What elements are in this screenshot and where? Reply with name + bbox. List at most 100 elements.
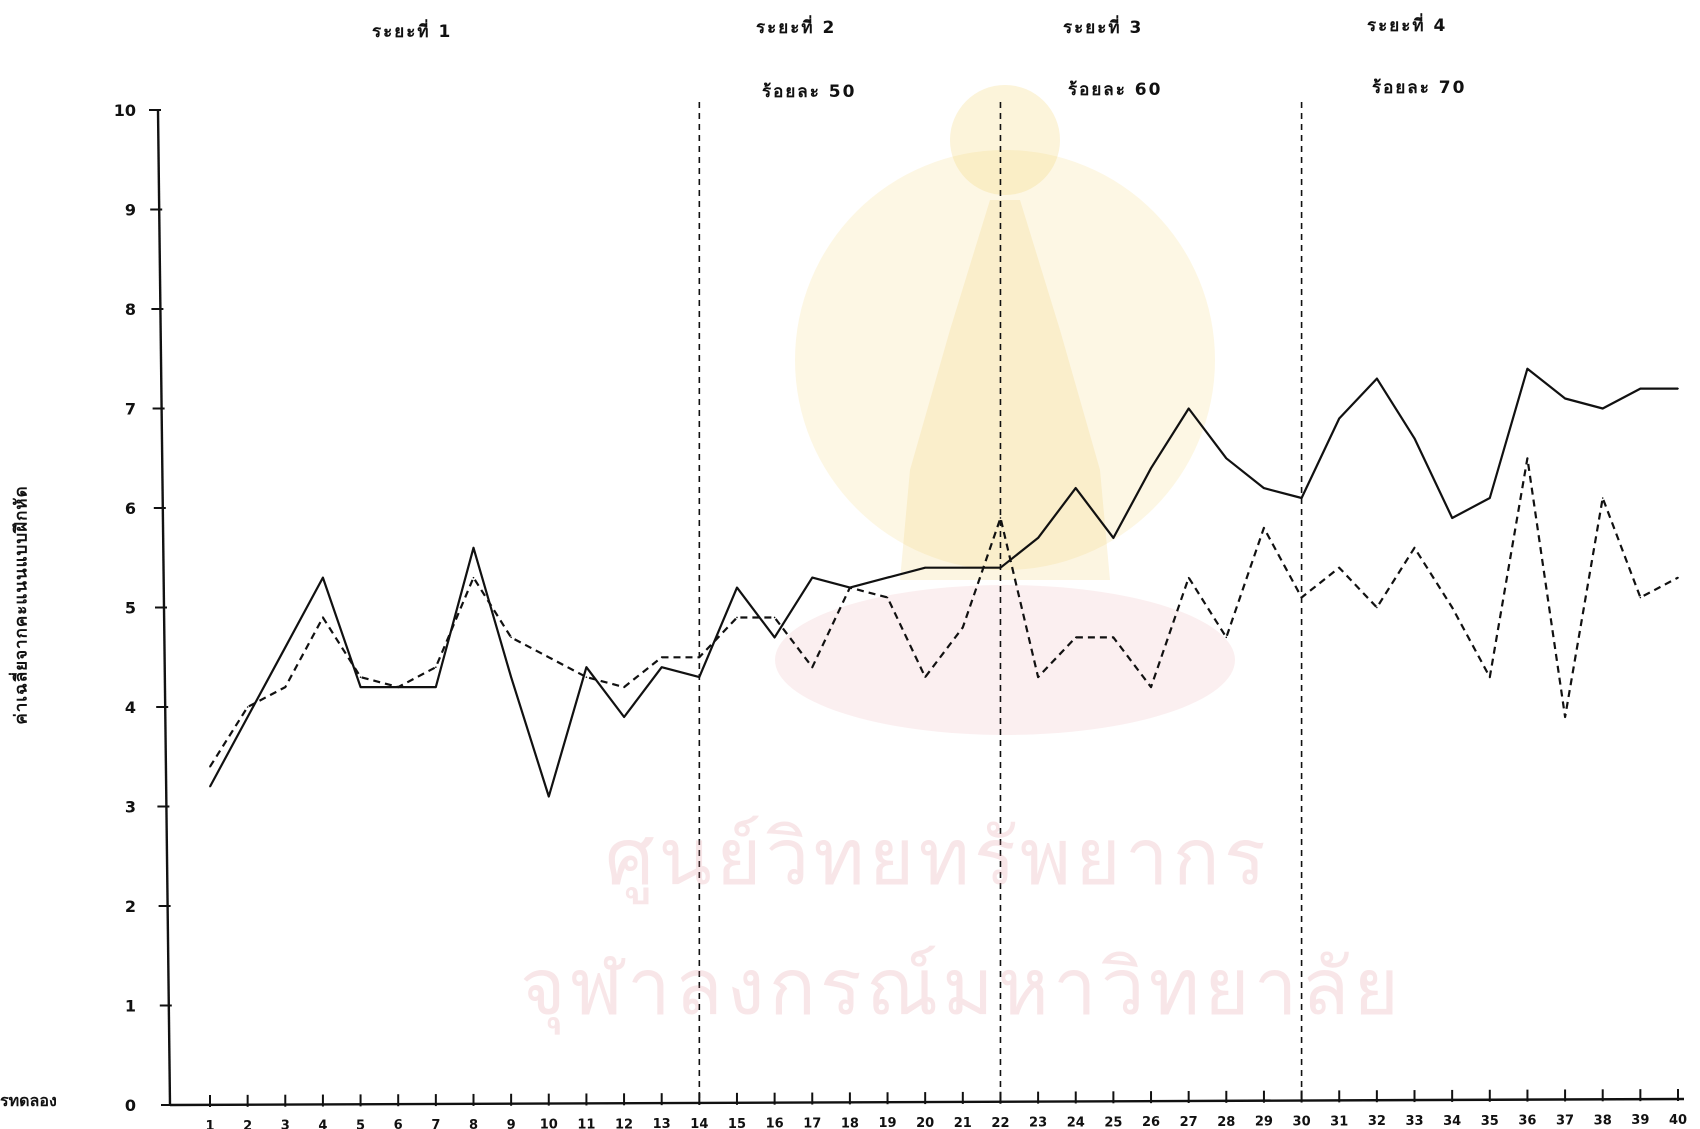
y-tick-label: 6 (125, 499, 136, 518)
watermark-text-line2: จุฬาลงกรณ์มหาวิทยาลัย (520, 943, 1404, 1033)
dashed-series-point (472, 576, 475, 579)
dashed-series-point (510, 636, 512, 639)
solid-series-point (623, 716, 625, 718)
solid-series-point (1187, 407, 1190, 410)
y-tick-label: 3 (125, 798, 136, 817)
solid-series-point (209, 785, 211, 788)
dashed-series-point (1263, 527, 1265, 529)
solid-series-point (510, 676, 512, 678)
x-tick-label: 20 (916, 1116, 934, 1129)
x-tick-label: 40 (1669, 1113, 1687, 1128)
x-tick-label: 30 (1293, 1115, 1311, 1129)
solid-series-point (1526, 367, 1529, 370)
dashed-series-point (1677, 576, 1679, 579)
solid-series-point (1263, 487, 1265, 489)
solid-series-point (999, 566, 1002, 569)
dashed-series-point (1187, 576, 1190, 579)
x-tick-label: 33 (1405, 1114, 1423, 1129)
y-axis-label: ค่าเฉลี่ยจากคะแนนแบบฝึกหัด (11, 485, 32, 725)
dashed-series-point (397, 686, 400, 688)
x-tick-label: 7 (431, 1118, 440, 1129)
dashed-series-line (209, 457, 1679, 768)
x-tick-label: 14 (690, 1117, 708, 1129)
y-tick-label: 8 (125, 300, 136, 319)
x-tick-label: 1 (205, 1119, 214, 1129)
x-tick-label: 37 (1556, 1113, 1574, 1128)
solid-series-point (1488, 497, 1491, 499)
phase-2-subtitle: ร้อยละ 50 (762, 82, 857, 102)
x-tick-label: 21 (954, 1116, 972, 1129)
watermark-emblem (775, 85, 1235, 735)
solid-series-point (435, 686, 437, 688)
solid-series-point (698, 676, 701, 678)
solid-series-point (1300, 497, 1303, 499)
x-tick-label: 23 (1029, 1116, 1047, 1129)
solid-series-point (1639, 387, 1642, 390)
solid-series-point (585, 666, 588, 668)
solid-series-point (322, 576, 324, 579)
phase-2-title: ระยะที่ 2 (756, 18, 837, 38)
dashed-series-point (849, 586, 851, 589)
x-tick-label: 34 (1443, 1114, 1461, 1129)
dashed-series-point (886, 596, 889, 599)
solid-series-point (1376, 377, 1378, 380)
solid-series-point (924, 566, 926, 569)
solid-series-point (1413, 437, 1416, 440)
phase-divider-lines (698, 102, 1303, 1101)
solid-series-point (547, 795, 550, 798)
dashed-series-point (1112, 636, 1115, 639)
solid-series-point (284, 646, 287, 649)
x-tick-label: 31 (1330, 1114, 1348, 1129)
dashed-series-point (322, 616, 324, 619)
solid-series-point (246, 716, 249, 718)
solid-series-point (1112, 537, 1115, 539)
dashed-series-point (1338, 566, 1341, 569)
phase-1-title: ระยะที่ 1 (372, 22, 453, 42)
solid-series-point (1451, 517, 1453, 519)
solid-series-point (1338, 417, 1341, 420)
x-tick-label: 35 (1481, 1114, 1499, 1129)
solid-series-line (209, 367, 1678, 798)
dashed-series-point (773, 616, 776, 619)
x-tick-label: 15 (728, 1117, 746, 1129)
x-tick-label: 5 (356, 1118, 365, 1129)
y-tick-label: 7 (125, 400, 136, 419)
dashed-series-point (359, 676, 362, 678)
dashed-series-point (585, 676, 588, 678)
x-tick-label: 3 (281, 1119, 290, 1129)
x-tick-label: 27 (1180, 1115, 1198, 1129)
dashed-series-point (1488, 676, 1491, 678)
x-tick-label: 4 (318, 1119, 327, 1129)
x-tick-label: 10 (540, 1118, 558, 1129)
watermark-text-line1: ศูนย์วิทยทรัพยากร (605, 813, 1270, 903)
dashed-series-point (547, 656, 550, 659)
solid-series-point (1037, 537, 1039, 539)
y-tick-label: 5 (125, 599, 136, 618)
dashed-series-point (999, 517, 1002, 519)
solid-series-point (1677, 387, 1679, 390)
solid-series-point (773, 636, 776, 639)
x-tick-label: 11 (577, 1117, 595, 1129)
dashed-series-point (284, 686, 287, 688)
x-tick-label: 28 (1217, 1115, 1235, 1129)
solid-series-point (472, 547, 475, 549)
dashed-series-point (962, 626, 964, 629)
x-tick-label: 8 (469, 1118, 478, 1129)
solid-series-point (962, 566, 964, 569)
solid-series-point (1150, 467, 1152, 470)
x-tick-label: 18 (841, 1116, 859, 1129)
dashed-series-point (1225, 636, 1228, 639)
x-tick-label: 12 (615, 1117, 633, 1129)
dashed-series-point (246, 706, 249, 708)
dashed-series-point (698, 656, 701, 659)
x-tick-label: 2 (243, 1119, 252, 1129)
dashed-series-point (1376, 606, 1378, 609)
x-tick-label: 9 (507, 1118, 516, 1129)
dashed-series-point (1150, 686, 1152, 688)
phase-3-subtitle: ร้อยละ 60 (1068, 80, 1163, 100)
dashed-series-point (1601, 497, 1604, 499)
solid-series-point (359, 686, 362, 688)
solid-series-point (1225, 457, 1228, 460)
dashed-series-point (1037, 676, 1039, 678)
